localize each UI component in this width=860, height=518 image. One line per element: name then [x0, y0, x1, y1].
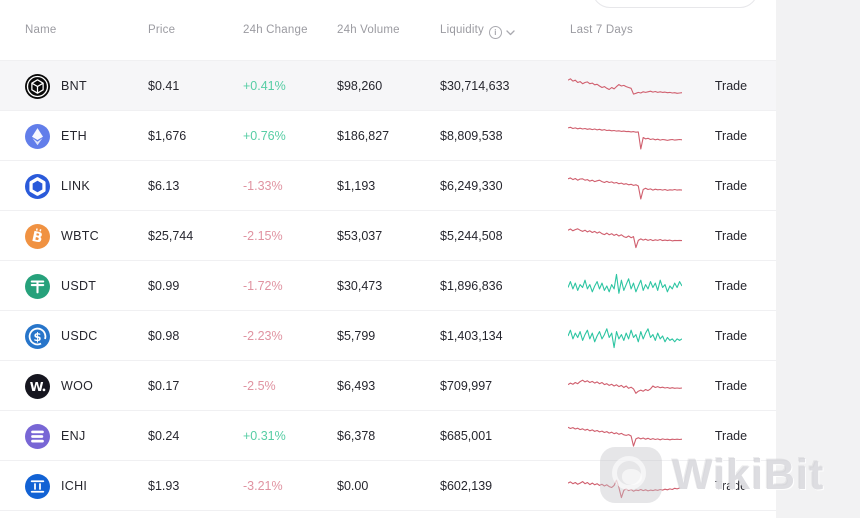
token-24h-change: -1.33% — [243, 179, 283, 193]
sparkline-chart — [568, 111, 684, 161]
token-symbol: BNT — [61, 79, 87, 93]
token-liquidity: $30,714,633 — [440, 79, 510, 93]
token-table-card: Name Price 24h Change 24h Volume Liquidi… — [0, 0, 776, 518]
sparkline-chart — [568, 211, 684, 261]
sparkline-chart — [568, 361, 684, 411]
trade-button[interactable]: Trade — [714, 129, 748, 143]
token-24h-change: -2.15% — [243, 229, 283, 243]
trade-button[interactable]: Trade — [714, 429, 748, 443]
trade-button[interactable]: Trade — [714, 379, 748, 393]
token-24h-volume: $186,827 — [337, 129, 390, 143]
token-symbol: WOO — [61, 379, 94, 393]
trade-button[interactable]: Trade — [714, 329, 748, 343]
table-row[interactable]: ETH $1,676 +0.76% $186,827 $8,809,538 Tr… — [0, 111, 776, 161]
enjin-icon — [25, 423, 50, 449]
token-symbol: ICHI — [61, 479, 88, 493]
token-price: $0.24 — [148, 429, 180, 443]
table-row[interactable]: ENJ $0.24 +0.31% $6,378 $685,001 Trade — [0, 411, 776, 461]
token-symbol: LINK — [61, 179, 90, 193]
table-header: Name Price 24h Change 24h Volume Liquidi… — [0, 0, 776, 61]
token-liquidity: $6,249,330 — [440, 179, 503, 193]
token-price: $1,676 — [148, 129, 187, 143]
token-liquidity: $5,244,508 — [440, 229, 503, 243]
tether-icon — [25, 273, 50, 299]
table-row[interactable]: W WOO $0.17 -2.5% $6,493 $709,997 Trade — [0, 361, 776, 411]
table-row[interactable]: BNT $0.41 +0.41% $98,260 $30,714,633 Tra… — [0, 61, 776, 111]
table-row[interactable]: $ USDC $0.98 -2.23% $5,799 $1,403,134 Tr… — [0, 311, 776, 361]
token-liquidity: $8,809,538 — [440, 129, 503, 143]
token-24h-volume: $1,193 — [337, 179, 376, 193]
token-24h-change: -2.23% — [243, 329, 283, 343]
svg-text:W: W — [30, 379, 44, 394]
sparkline-chart — [568, 461, 684, 511]
trade-button[interactable]: Trade — [714, 179, 748, 193]
token-24h-change: +0.31% — [243, 429, 286, 443]
token-price: $1.93 — [148, 479, 180, 493]
usdc-icon: $ — [25, 323, 50, 349]
column-header-last-7-days: Last 7 Days — [570, 24, 633, 36]
token-price: $25,744 — [148, 229, 194, 243]
token-24h-volume: $6,378 — [337, 429, 376, 443]
token-symbol: USDT — [61, 279, 97, 293]
bitcoin-icon: B — [25, 223, 50, 249]
token-symbol: ETH — [61, 129, 87, 143]
token-liquidity: $685,001 — [440, 429, 493, 443]
token-24h-volume: $53,037 — [337, 229, 383, 243]
woo-icon: W — [25, 373, 50, 399]
token-price: $0.41 — [148, 79, 180, 93]
token-price: $0.99 — [148, 279, 180, 293]
column-header-24h-volume: 24h Volume — [337, 24, 400, 36]
token-24h-volume: $5,799 — [337, 329, 376, 343]
chevron-down-icon[interactable] — [506, 29, 515, 36]
token-24h-volume: $30,473 — [337, 279, 383, 293]
token-symbol: ENJ — [61, 429, 86, 443]
table-row[interactable]: B WBTC $25,744 -2.15% $53,037 $5,244,508… — [0, 211, 776, 261]
token-24h-volume: $6,493 — [337, 379, 376, 393]
token-symbol: WBTC — [61, 229, 99, 243]
token-24h-change: +0.76% — [243, 129, 286, 143]
info-icon[interactable]: i — [489, 26, 502, 39]
column-header-price: Price — [148, 24, 176, 36]
trade-button[interactable]: Trade — [714, 279, 748, 293]
column-header-24h-change: 24h Change — [243, 24, 308, 36]
table-row[interactable]: LINK $6.13 -1.33% $1,193 $6,249,330 Trad… — [0, 161, 776, 211]
token-price: $6.13 — [148, 179, 180, 193]
column-header-name: Name — [25, 24, 57, 36]
token-liquidity: $1,403,134 — [440, 329, 503, 343]
ethereum-icon — [25, 123, 50, 149]
trade-button[interactable]: Trade — [714, 79, 748, 93]
token-24h-change: -1.72% — [243, 279, 283, 293]
token-symbol: USDC — [61, 329, 98, 343]
ichi-icon — [25, 473, 50, 499]
svg-text:B: B — [30, 228, 44, 246]
sparkline-chart — [568, 61, 684, 111]
token-24h-volume: $98,260 — [337, 79, 383, 93]
token-liquidity: $602,139 — [440, 479, 493, 493]
trade-button[interactable]: Trade — [714, 229, 748, 243]
svg-text:$: $ — [34, 329, 42, 343]
table-body: BNT $0.41 +0.41% $98,260 $30,714,633 Tra… — [0, 61, 776, 511]
sparkline-chart — [568, 311, 684, 361]
token-liquidity: $709,997 — [440, 379, 493, 393]
table-row[interactable]: ICHI $1.93 -3.21% $0.00 $602,139 Trade — [0, 461, 776, 511]
token-24h-change: -3.21% — [243, 479, 283, 493]
sparkline-chart — [568, 411, 684, 461]
column-header-liquidity[interactable]: Liquidity i — [440, 0, 515, 61]
token-24h-change: -2.5% — [243, 379, 276, 393]
liquidity-label: Liquidity — [440, 24, 484, 36]
token-price: $0.98 — [148, 329, 180, 343]
trade-button[interactable]: Trade — [714, 479, 748, 493]
token-liquidity: $1,896,836 — [440, 279, 503, 293]
bancor-icon — [25, 73, 50, 99]
chainlink-icon — [25, 173, 50, 199]
sparkline-chart — [568, 161, 684, 211]
token-price: $0.17 — [148, 379, 180, 393]
token-24h-change: +0.41% — [243, 79, 286, 93]
sparkline-chart — [568, 261, 684, 311]
token-24h-volume: $0.00 — [337, 479, 369, 493]
table-row[interactable]: USDT $0.99 -1.72% $30,473 $1,896,836 Tra… — [0, 261, 776, 311]
